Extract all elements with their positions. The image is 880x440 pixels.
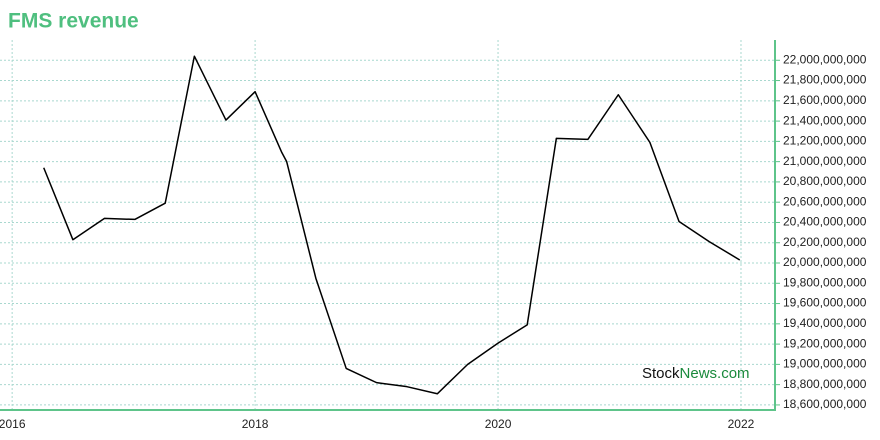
- y-tick-label: 22,000,000,000: [783, 52, 867, 66]
- y-tick-label: 20,400,000,000: [783, 215, 867, 229]
- y-tick-label: 18,600,000,000: [783, 397, 867, 411]
- watermark-part: Stock: [642, 365, 680, 382]
- x-tick-label: 2020: [485, 417, 512, 431]
- x-tick-label: 2016: [0, 417, 26, 431]
- y-tick-label: 19,600,000,000: [783, 296, 867, 310]
- watermark-part: News.com: [680, 365, 750, 382]
- y-tick-label: 21,200,000,000: [783, 134, 867, 148]
- y-tick-label: 20,200,000,000: [783, 235, 867, 249]
- y-tick-label: 18,800,000,000: [783, 377, 867, 391]
- chart-title: FMS revenue: [8, 10, 139, 33]
- y-tick-label: 21,400,000,000: [783, 113, 867, 127]
- y-tick-label: 19,800,000,000: [783, 275, 867, 289]
- y-tick-label: 19,400,000,000: [783, 316, 867, 330]
- y-tick-label: 20,000,000,000: [783, 255, 867, 269]
- line-series: [43, 55, 741, 395]
- y-tick-label: 19,200,000,000: [783, 336, 867, 350]
- y-tick-label: 19,000,000,000: [783, 357, 867, 371]
- y-tick-label: 21,800,000,000: [783, 73, 867, 87]
- y-tick-label: 20,600,000,000: [783, 194, 867, 208]
- y-tick-label: 21,000,000,000: [783, 154, 867, 168]
- x-tick-label: 2022: [728, 417, 755, 431]
- watermark: StockNews.com: [642, 365, 750, 382]
- y-tick-label: 20,800,000,000: [783, 174, 867, 188]
- x-tick-label: 2018: [242, 417, 269, 431]
- y-tick-label: 21,600,000,000: [783, 93, 867, 107]
